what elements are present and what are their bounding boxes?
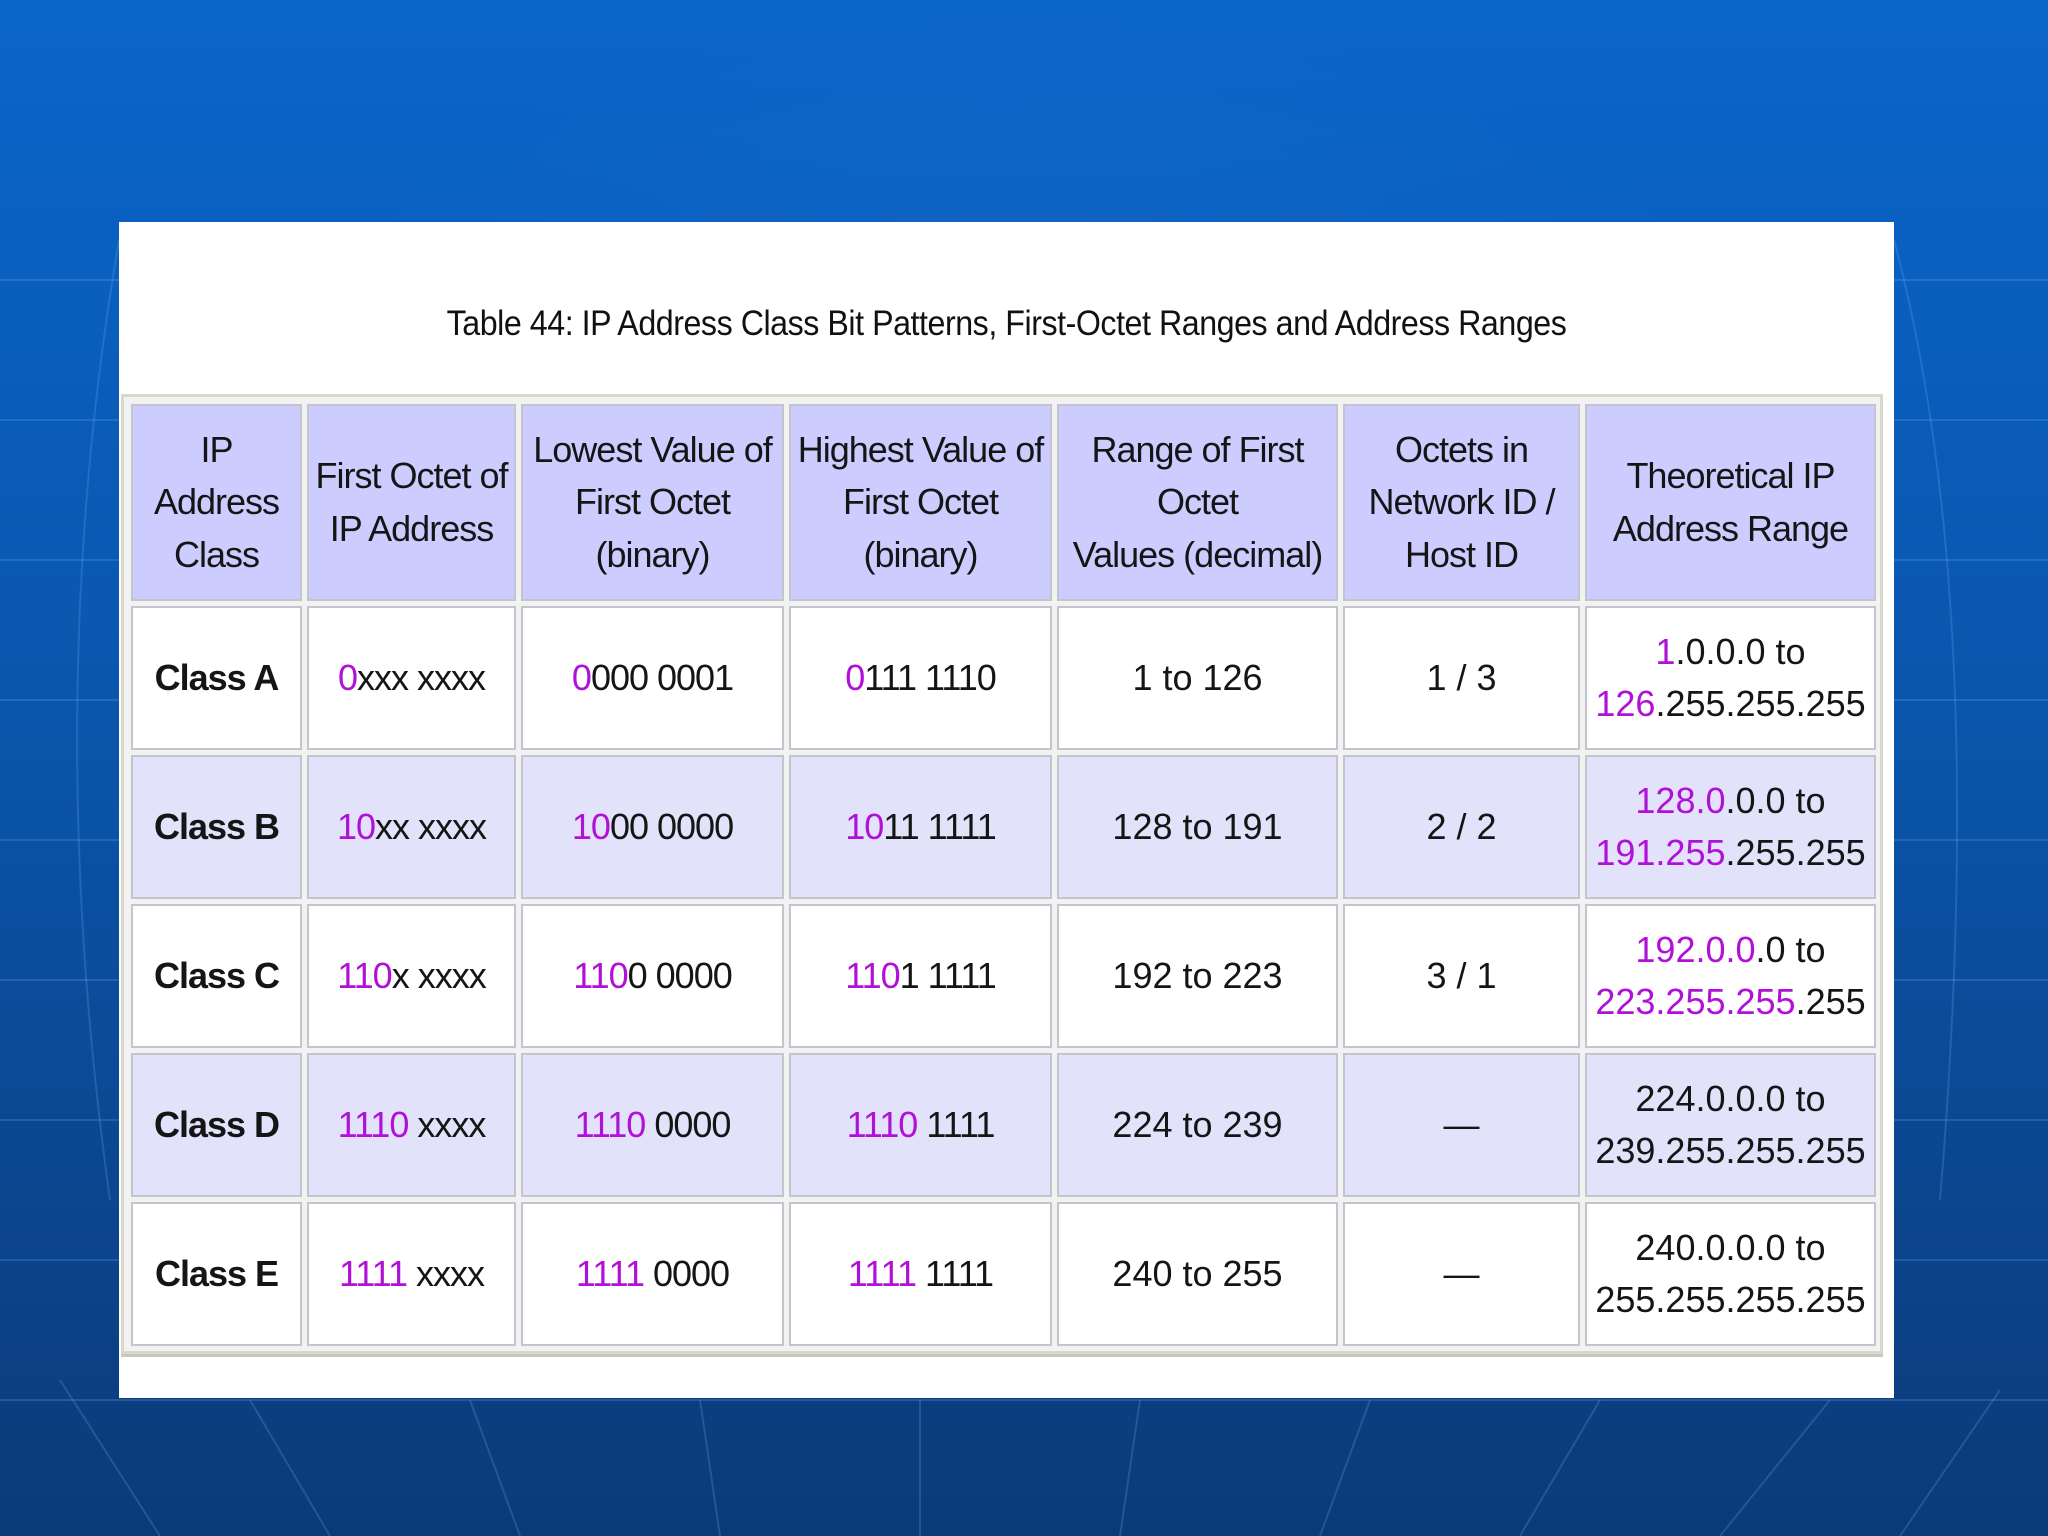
lowest-value-cell: 1100 0000 — [521, 904, 784, 1048]
table-row-class-c: Class C 110x xxxx 1100 0000 1101 1111 19… — [131, 904, 1876, 1048]
highest-value-cell: 1110 1111 — [789, 1053, 1052, 1197]
header-row: IP Address Class First Octet of IP Addre… — [131, 404, 1876, 601]
first-octet-cell: 10xx xxxx — [307, 755, 516, 899]
header-theoretical-range: Theoretical IP Address Range — [1585, 404, 1876, 601]
header-ip-address-class: IP Address Class — [131, 404, 302, 601]
decimal-range-cell: 128 to 191 — [1057, 755, 1338, 899]
address-range-cell: 224.0.0.0 to 239.255.255.255 — [1585, 1053, 1876, 1197]
address-range-cell: 128.0.0.0 to 191.255.255.255 — [1585, 755, 1876, 899]
highest-value-cell: 1011 1111 — [789, 755, 1052, 899]
address-range-cell: 240.0.0.0 to 255.255.255.255 — [1585, 1202, 1876, 1346]
class-name-cell: Class B — [131, 755, 302, 899]
octets-cell: 3 / 1 — [1343, 904, 1580, 1048]
decimal-range-cell: 192 to 223 — [1057, 904, 1338, 1048]
class-name-cell: Class E — [131, 1202, 302, 1346]
decimal-range-cell: 224 to 239 — [1057, 1053, 1338, 1197]
table-row-class-a: Class A 0xxx xxxx 0000 0001 0111 1110 1 … — [131, 606, 1876, 750]
ip-class-table: IP Address Class First Octet of IP Addre… — [126, 399, 1881, 1351]
header-highest-value: Highest Value of First Octet (binary) — [789, 404, 1052, 601]
header-first-octet: First Octet of IP Address — [307, 404, 516, 601]
table-caption: Table 44: IP Address Class Bit Patterns,… — [446, 304, 1567, 343]
address-range-cell: 1.0.0.0 to 126.255.255.255 — [1585, 606, 1876, 750]
header-range-first-octet: Range of First Octet Values (decimal) — [1057, 404, 1338, 601]
highest-value-cell: 1101 1111 — [789, 904, 1052, 1048]
class-name-cell: Class D — [131, 1053, 302, 1197]
header-lowest-value: Lowest Value of First Octet (binary) — [521, 404, 784, 601]
lowest-value-cell: 1000 0000 — [521, 755, 784, 899]
highest-value-cell: 1111 1111 — [789, 1202, 1052, 1346]
first-octet-cell: 1111 xxxx — [307, 1202, 516, 1346]
octets-cell: — — [1343, 1202, 1580, 1346]
table-row-class-e: Class E 1111 xxxx 1111 0000 1111 1111 24… — [131, 1202, 1876, 1346]
decimal-range-cell: 240 to 255 — [1057, 1202, 1338, 1346]
decimal-range-cell: 1 to 126 — [1057, 606, 1338, 750]
lowest-value-cell: 1111 0000 — [521, 1202, 784, 1346]
table-row-class-b: Class B 10xx xxxx 1000 0000 1011 1111 12… — [131, 755, 1876, 899]
header-octets-network-host: Octets in Network ID / Host ID — [1343, 404, 1580, 601]
octets-cell: 2 / 2 — [1343, 755, 1580, 899]
class-name-cell: Class C — [131, 904, 302, 1048]
first-octet-cell: 1110 xxxx — [307, 1053, 516, 1197]
lowest-value-cell: 1110 0000 — [521, 1053, 784, 1197]
highest-value-cell: 0111 1110 — [789, 606, 1052, 750]
first-octet-cell: 110x xxxx — [307, 904, 516, 1048]
class-name-cell: Class A — [131, 606, 302, 750]
table-row-class-d: Class D 1110 xxxx 1110 0000 1110 1111 22… — [131, 1053, 1876, 1197]
table-panel: Table 44: IP Address Class Bit Patterns,… — [119, 222, 1894, 1398]
first-octet-cell: 0xxx xxxx — [307, 606, 516, 750]
lowest-value-cell: 0000 0001 — [521, 606, 784, 750]
address-range-cell: 192.0.0.0 to 223.255.255.255 — [1585, 904, 1876, 1048]
table-frame: IP Address Class First Octet of IP Addre… — [121, 394, 1883, 1354]
octets-cell: — — [1343, 1053, 1580, 1197]
octets-cell: 1 / 3 — [1343, 606, 1580, 750]
